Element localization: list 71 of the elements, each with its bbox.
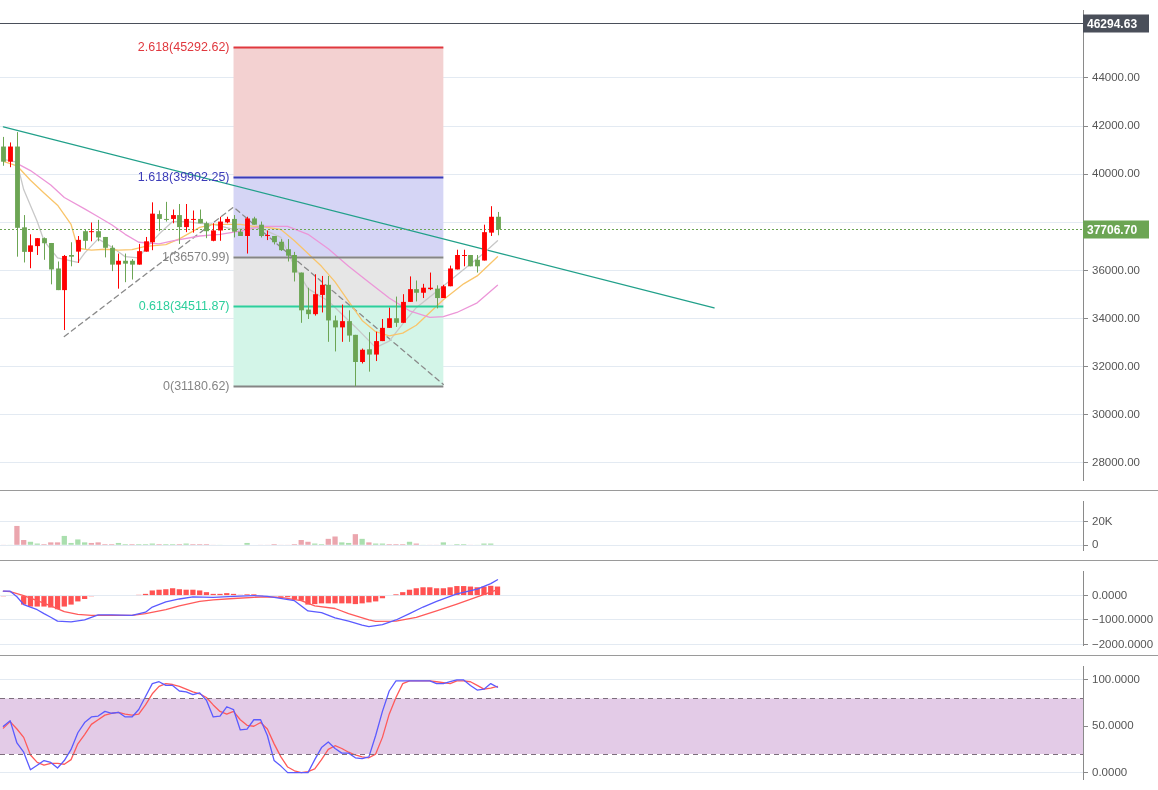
- y-tick-label: 36000.00: [1092, 263, 1140, 276]
- candlestick: [367, 331, 372, 373]
- candlestick: [42, 236, 47, 261]
- bar: [345, 596, 352, 604]
- bar: [433, 588, 440, 596]
- bar: [406, 541, 413, 545]
- y-tick-label: 40000.00: [1092, 167, 1140, 180]
- y-tick-label: 34000.00: [1092, 311, 1140, 324]
- bar: [440, 542, 446, 545]
- bar: [203, 592, 210, 596]
- candlestick: [184, 203, 189, 233]
- ref-line-label: 0(31180.62): [163, 378, 230, 393]
- y-tick-label: 30000.00: [1092, 407, 1140, 420]
- candlestick: [435, 284, 440, 309]
- candlestick: [218, 216, 223, 242]
- candlestick: [110, 244, 115, 272]
- candlestick: [414, 279, 419, 302]
- candlestick: [306, 287, 311, 320]
- candlestick: [137, 243, 142, 266]
- bar: [81, 542, 88, 545]
- bar: [54, 542, 61, 545]
- candlestick: [408, 275, 413, 303]
- bar: [318, 596, 325, 604]
- candlestick: [8, 141, 13, 168]
- y-tick-label: 32000.00: [1092, 359, 1140, 372]
- bar: [169, 588, 176, 596]
- candlestick: [28, 233, 33, 269]
- y-tick-label: 0: [1092, 538, 1099, 551]
- bar: [27, 541, 34, 545]
- candlestick: [394, 296, 399, 328]
- y-tick-label: 20K: [1092, 515, 1113, 528]
- y-tick-label: 0.0000: [1092, 765, 1128, 778]
- candlestick: [340, 304, 345, 343]
- y-tick-label: 42000.00: [1092, 119, 1140, 132]
- candlestick: [130, 258, 135, 281]
- bar: [339, 542, 345, 545]
- bar: [176, 589, 183, 596]
- y-tick-label: −1000.0000: [1092, 613, 1154, 626]
- candlestick: [401, 293, 406, 324]
- candlestick: [489, 205, 494, 237]
- y-tick-label: 100.0000: [1092, 673, 1140, 686]
- y-tick-label: −2000.0000: [1092, 637, 1154, 650]
- candlestick: [191, 210, 196, 234]
- ref-line-label: 46294.63: [1087, 16, 1138, 31]
- candlestick: [89, 222, 94, 242]
- candlestick: [123, 253, 128, 283]
- y-tick-label: 28000.00: [1092, 455, 1140, 468]
- candlestick: [313, 273, 318, 317]
- y-tick-label: 44000.00: [1092, 71, 1140, 84]
- ref-line-label: 2.618(45292.62): [137, 39, 230, 54]
- y-tick-label: 0.0000: [1092, 588, 1128, 601]
- candlestick: [56, 260, 61, 291]
- candlestick: [265, 229, 270, 241]
- y-tick-label: 50.0000: [1092, 719, 1134, 732]
- candlestick: [245, 216, 250, 255]
- candlestick: [164, 201, 169, 223]
- ref-line-label: 37706.70: [1087, 222, 1138, 237]
- candlestick: [333, 315, 338, 352]
- ref-line-label: 1(36570.99): [162, 249, 230, 264]
- candlestick: [69, 241, 74, 267]
- bar: [366, 542, 372, 545]
- candlestick: [76, 235, 81, 264]
- bar: [81, 596, 88, 599]
- candlestick: [116, 253, 121, 290]
- candlestick: [320, 275, 325, 313]
- ref-line-label: 0.618(34511.87): [138, 298, 230, 313]
- candlestick: [374, 331, 379, 362]
- bar: [359, 538, 365, 545]
- candlestick: [1, 136, 6, 167]
- candlestick: [387, 307, 392, 329]
- bar: [352, 534, 358, 545]
